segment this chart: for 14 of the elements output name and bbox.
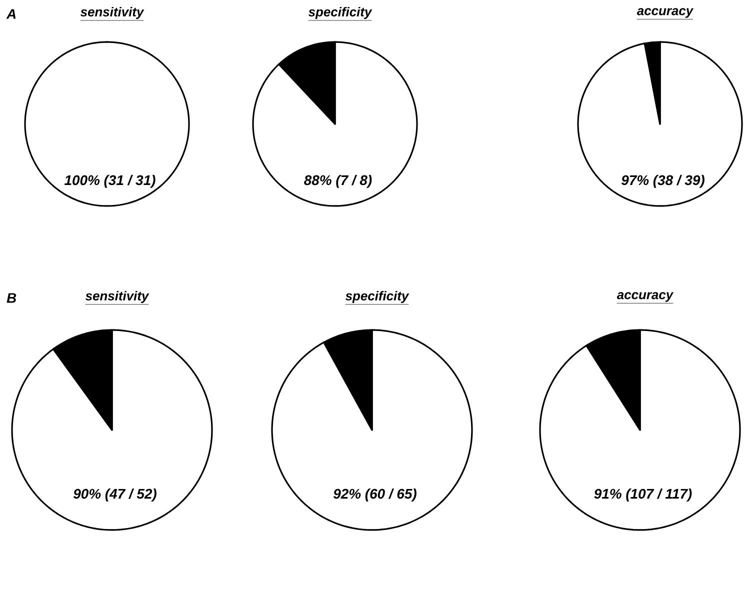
text: 97% (38 / 39): [621, 174, 704, 188]
text: 92% (60 / 65): [333, 488, 416, 502]
chart-title: sensitivity: [80, 6, 144, 20]
text: 90% (47 / 52): [73, 488, 156, 502]
text: 100% (31 / 31): [64, 174, 156, 188]
text: B: [6, 293, 16, 303]
text: 88% (7 / 8): [304, 174, 372, 188]
chart-title: accuracy: [616, 292, 674, 302]
chart-title: sensitivity: [85, 290, 150, 304]
text: 91% (107 / 117): [594, 488, 692, 502]
chart-title: specificity: [308, 6, 372, 20]
chart-title: specificity: [345, 290, 410, 304]
text: A: [6, 9, 16, 19]
chart-title: accuracy: [636, 8, 694, 18]
